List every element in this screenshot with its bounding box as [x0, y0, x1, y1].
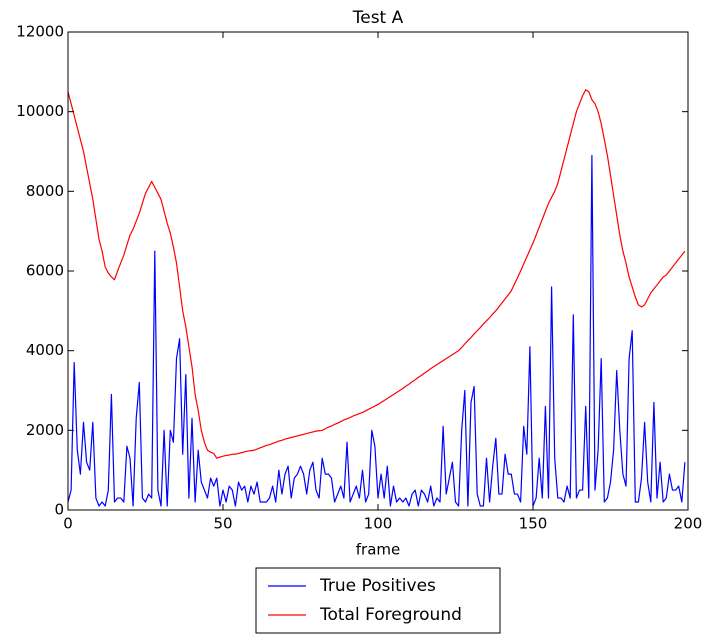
y-tick-label: 4000: [26, 341, 64, 359]
y-tick-label: 12000: [16, 23, 64, 41]
y-tick-label: 2000: [26, 421, 64, 439]
x-tick-label: 0: [63, 515, 73, 533]
x-tick-label: 100: [364, 515, 393, 533]
x-axis-label: frame: [356, 541, 400, 559]
legend-box: [255, 567, 501, 634]
y-tick-label: 6000: [26, 262, 64, 280]
chart-title: Test A: [352, 8, 404, 28]
y-tick-label: 8000: [26, 182, 64, 200]
x-tick-label: 150: [519, 515, 548, 533]
legend-label: Total Foreground: [319, 605, 462, 625]
x-tick-label: 200: [674, 515, 703, 533]
data-line: [67, 154, 686, 507]
y-tick-label: 0: [54, 501, 64, 519]
legend-label: True Positives: [319, 576, 436, 596]
y-tick-label: 10000: [16, 102, 64, 120]
x-tick-label: 50: [213, 515, 232, 533]
data-line: [67, 89, 686, 459]
